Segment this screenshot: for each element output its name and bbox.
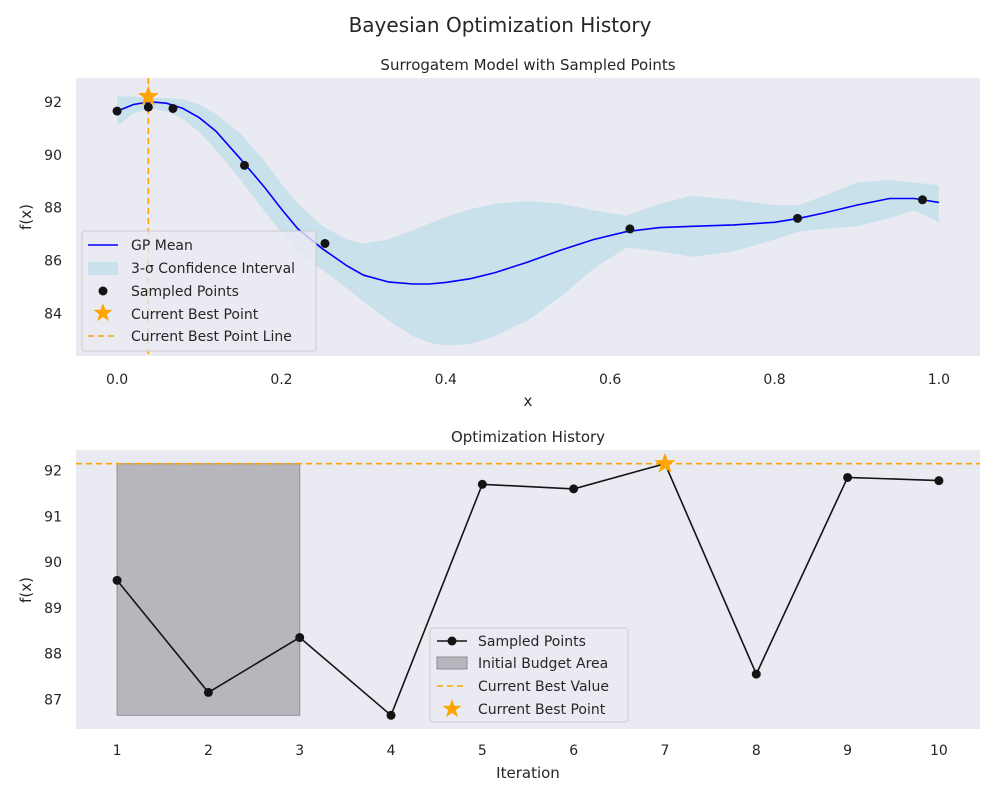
x-tick-label: 0.6 — [599, 372, 621, 388]
x-tick-label: 3 — [295, 743, 304, 759]
history-point — [843, 472, 853, 482]
x-tick-label: 0.4 — [435, 372, 457, 388]
sampled-point — [143, 102, 153, 112]
legend-budget-swatch — [436, 656, 468, 670]
x-tick-label: 0.0 — [106, 372, 128, 388]
sampled-point — [917, 195, 927, 205]
legend-best-value-label: Current Best Value — [478, 679, 609, 695]
y-tick-label: 88 — [44, 647, 62, 663]
x-tick-label: 10 — [930, 743, 948, 759]
legend-sampled-label: Sampled Points — [131, 284, 239, 300]
x-tick-label: 9 — [843, 743, 852, 759]
best-point-marker — [137, 85, 159, 106]
history-point — [203, 687, 213, 697]
legend-ci-label: 3-σ Confidence Interval — [131, 261, 295, 277]
x-tick-label: 2 — [204, 743, 213, 759]
y-tick-label: 90 — [44, 148, 62, 164]
x-tick-label: 1 — [113, 743, 122, 759]
legend-best-line-label: Current Best Point Line — [131, 329, 292, 345]
legend-star-marker — [93, 303, 113, 322]
history-point — [295, 633, 305, 643]
history-point — [112, 575, 122, 585]
y-tick-label: 84 — [44, 307, 62, 323]
x-tick-label: 7 — [661, 743, 670, 759]
initial-budget-area — [116, 463, 301, 716]
sampled-point — [239, 160, 249, 170]
sampled-point — [793, 213, 803, 223]
legend-box — [81, 230, 317, 352]
sampled-point — [625, 224, 635, 234]
legend-ci-swatch — [88, 262, 118, 275]
history-chart-title: Optimization History — [451, 428, 605, 446]
figure-title: Bayesian Optimization History — [349, 13, 652, 37]
gp-mean-line — [116, 100, 940, 285]
history-legend: Sampled Points Initial Budget Area Curre… — [429, 627, 629, 723]
history-best-star — [654, 452, 676, 473]
history-line — [116, 462, 939, 717]
legend-star-marker — [442, 699, 462, 718]
history-point — [477, 479, 487, 489]
legend-sampled-label: Sampled Points — [478, 634, 586, 650]
sampled-point — [112, 106, 122, 116]
surrogate-y-label: f(x) — [17, 204, 35, 230]
history-point — [569, 484, 579, 494]
y-tick-label: 89 — [44, 601, 62, 617]
history-chart: Optimization History 1 2 3 4 5 6 7 8 9 10 8788899… — [17, 428, 980, 782]
x-tick-label: 6 — [569, 743, 578, 759]
history-x-label: Iteration — [496, 764, 560, 782]
x-tick-label: 0.8 — [763, 372, 785, 388]
sampled-point — [168, 103, 178, 113]
y-tick-label: 92 — [44, 95, 62, 111]
sampled-points — [112, 102, 927, 248]
legend-budget-label: Initial Budget Area — [478, 656, 608, 672]
history-y-label: f(x) — [17, 577, 35, 603]
x-tick-label: 0.2 — [270, 372, 292, 388]
best-point-star — [137, 85, 159, 106]
legend-sampled-swatch — [98, 286, 108, 296]
surrogate-chart: Surrogatem Model with Sampled Points 0.0… — [17, 56, 980, 410]
history-point — [751, 669, 761, 679]
history-x-ticks: 1 2 3 4 5 6 7 8 9 10 — [113, 743, 948, 759]
y-tick-label: 91 — [44, 509, 62, 525]
surrogate-x-label: x — [524, 392, 533, 410]
surrogate-legend: GP Mean 3-σ Confidence Interval Sampled … — [81, 230, 317, 352]
legend-best-star-swatch — [442, 699, 462, 718]
x-tick-label: 1.0 — [928, 372, 950, 388]
y-tick-label: 88 — [44, 201, 62, 217]
x-tick-label: 4 — [387, 743, 396, 759]
legend-best-point-label: Current Best Point — [131, 307, 259, 323]
sampled-point — [320, 238, 330, 248]
y-tick-label: 86 — [44, 254, 62, 270]
history-point — [934, 476, 944, 486]
y-tick-label: 92 — [44, 464, 62, 480]
legend-sampled-marker-swatch — [447, 636, 457, 646]
legend-box — [429, 627, 629, 723]
history-y-ticks: 87 88 89 90 91 92 — [44, 464, 62, 709]
surrogate-x-ticks: 0.0 0.2 0.4 0.6 0.8 1.0 — [106, 372, 950, 388]
legend-best-point-label: Current Best Point — [478, 702, 606, 718]
surrogate-y-ticks: 84 86 88 90 92 — [44, 95, 62, 323]
legend-gp-mean-label: GP Mean — [131, 238, 193, 254]
y-tick-label: 87 — [44, 692, 62, 708]
best-point-marker — [654, 452, 676, 473]
x-tick-label: 5 — [478, 743, 487, 759]
surrogate-chart-title: Surrogatem Model with Sampled Points — [380, 56, 675, 74]
confidence-band — [117, 96, 939, 346]
x-tick-label: 8 — [752, 743, 761, 759]
history-point — [386, 710, 396, 720]
y-tick-label: 90 — [44, 555, 62, 571]
legend-best-star-swatch — [93, 303, 113, 322]
